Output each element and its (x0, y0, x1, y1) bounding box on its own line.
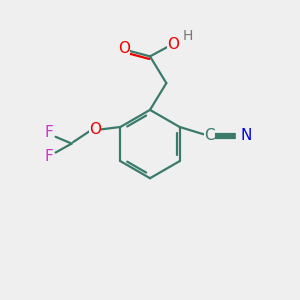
Text: F: F (44, 149, 53, 164)
Text: O: O (89, 122, 101, 137)
Text: H: H (183, 28, 193, 43)
Text: O: O (118, 41, 130, 56)
Text: O: O (167, 37, 179, 52)
Text: C: C (204, 128, 214, 143)
Text: F: F (44, 125, 53, 140)
Text: N: N (241, 128, 252, 143)
